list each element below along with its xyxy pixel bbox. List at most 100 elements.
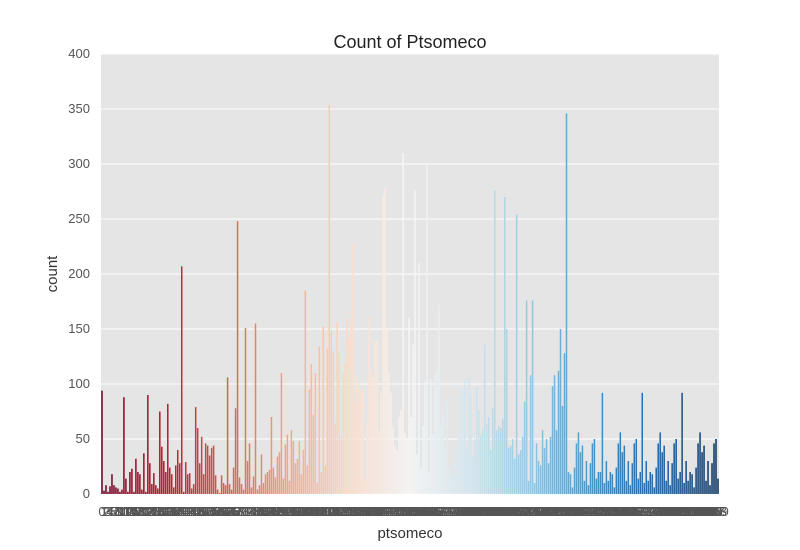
bar [553, 375, 556, 494]
x-tick-label: 228 [546, 504, 568, 519]
bar [342, 373, 344, 494]
bar [282, 478, 285, 494]
x-tick-label: 167 [424, 504, 446, 519]
x-tick-label: 65 [224, 504, 238, 519]
bar [107, 491, 109, 494]
x-tick-label: 89 [272, 504, 286, 519]
x-tick-label: 206 [502, 504, 524, 519]
x-tick-label: 53 [200, 504, 214, 519]
bar [402, 153, 404, 494]
bar [230, 489, 233, 494]
bar [202, 474, 205, 494]
bar [629, 485, 632, 494]
bar [336, 322, 338, 494]
bar [109, 486, 111, 494]
x-tick-label: 79 [252, 504, 266, 519]
x-tick-labels: 0123456789101112131415161718192021222324… [98, 504, 728, 519]
x-tick-label: 174 [438, 504, 460, 519]
bar [625, 480, 628, 494]
bar [214, 475, 217, 494]
bar [707, 461, 709, 494]
bar [430, 379, 432, 494]
bar [384, 188, 386, 494]
x-tick-label: 37 [169, 504, 183, 519]
bar [573, 467, 576, 494]
x-tick-label: 75 [244, 504, 258, 519]
x-tick-label: 21 [137, 504, 151, 519]
bar [597, 472, 600, 494]
bar [523, 401, 526, 494]
bar [316, 483, 319, 494]
bar [348, 337, 350, 494]
x-tick-label: 13 [121, 504, 135, 519]
bar [651, 474, 653, 494]
x-tick-label: 56 [206, 504, 220, 519]
x-tick-label: 269 [627, 504, 649, 519]
bar [480, 434, 482, 494]
bar [633, 443, 636, 494]
x-tick-label: 216 [522, 504, 544, 519]
bar [537, 461, 540, 494]
bar [396, 450, 398, 494]
x-tick-label: 29 [153, 504, 167, 519]
bar [334, 423, 336, 494]
x-tick-label: 25 [145, 504, 159, 519]
bar [591, 443, 594, 494]
x-tick-label: 166 [422, 504, 444, 519]
x-tick-label: 137 [364, 504, 386, 519]
bar [133, 491, 135, 494]
bar [697, 443, 699, 494]
bar [224, 485, 227, 494]
x-tick-label: 0 [98, 504, 105, 519]
bar [601, 392, 604, 494]
x-tick-label: 282 [653, 504, 675, 519]
x-tick-label: 210 [510, 504, 532, 519]
x-tick-label: 214 [518, 504, 540, 519]
x-tick-label: 52 [198, 504, 212, 519]
x-tick-label: 209 [508, 504, 530, 519]
bar [372, 377, 374, 494]
bar [559, 329, 562, 494]
x-tick-label: 170 [430, 504, 452, 519]
bar [438, 304, 440, 494]
x-tick-label: 199 [488, 504, 510, 519]
bar [175, 465, 177, 494]
bar [655, 467, 657, 494]
bar [238, 477, 241, 494]
x-tick-label: 110 [311, 504, 332, 519]
bar [509, 445, 512, 494]
x-tick-label: 185 [460, 504, 482, 519]
y-tick-label: 50 [76, 431, 90, 446]
bar [274, 477, 277, 494]
bar [350, 318, 352, 494]
x-tick-label: 44 [182, 504, 196, 519]
x-tick-label: 213 [516, 504, 538, 519]
x-tick-label: 205 [500, 504, 522, 519]
bar [171, 474, 173, 494]
bar [234, 408, 237, 494]
x-tick-label: 244 [578, 504, 600, 519]
x-tick-label: 162 [414, 504, 436, 519]
bar [143, 453, 145, 494]
x-tick-label: 129 [348, 504, 370, 519]
bar [466, 447, 468, 494]
y-tick-label: 100 [68, 376, 90, 391]
x-tick-label: 175 [440, 504, 462, 519]
x-tick-label: 291 [671, 504, 693, 519]
bar [256, 489, 259, 494]
x-tick-label: 128 [346, 504, 368, 519]
x-tick-label: 135 [360, 504, 382, 519]
x-tick-label: 17 [129, 504, 143, 519]
bar [464, 379, 466, 494]
x-tick-label: 113 [317, 504, 338, 519]
bar [127, 491, 129, 494]
x-tick-label: 106 [302, 504, 324, 519]
bar [575, 443, 578, 494]
x-tick-label: 120 [330, 504, 352, 519]
bar [621, 452, 624, 494]
bar [360, 389, 362, 494]
bar [326, 348, 329, 494]
x-tick-label: 115 [321, 504, 342, 519]
bar [406, 439, 408, 494]
bar [330, 331, 333, 494]
